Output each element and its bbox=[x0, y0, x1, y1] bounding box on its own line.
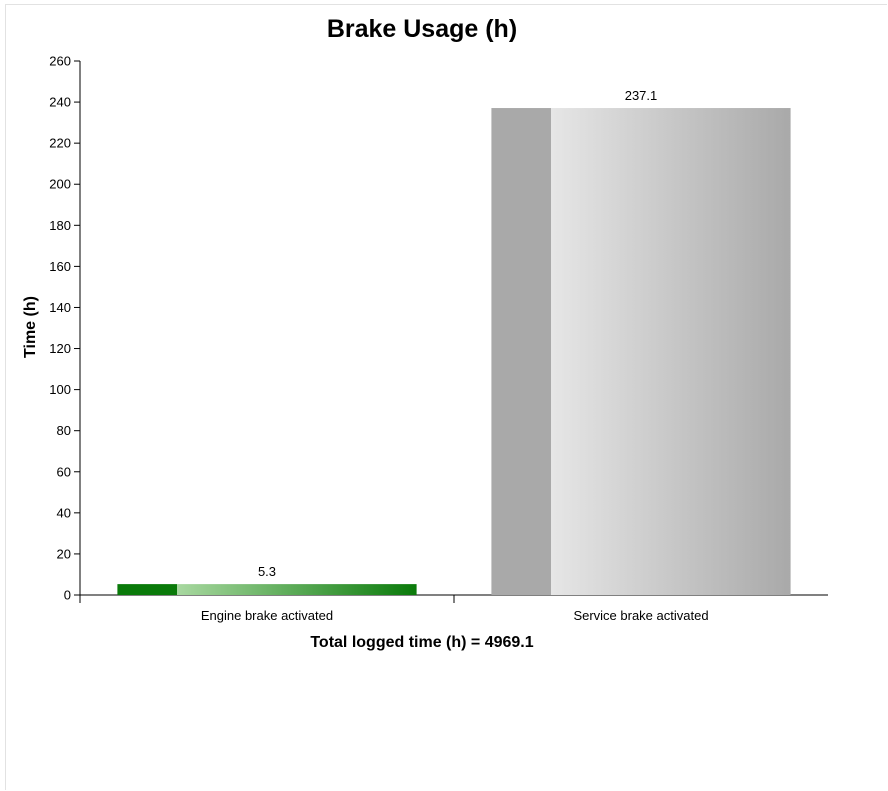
y-tick-label: 160 bbox=[49, 259, 71, 274]
data-label: 5.3 bbox=[258, 564, 276, 579]
y-tick-label: 200 bbox=[49, 177, 71, 192]
data-label: 237.1 bbox=[625, 88, 658, 103]
y-tick-label: 0 bbox=[64, 588, 71, 603]
y-axis-label: Time (h) bbox=[22, 296, 39, 358]
chart-title: Brake Usage (h) bbox=[327, 15, 517, 43]
y-tick-label: 180 bbox=[49, 218, 71, 233]
y-tick-label: 80 bbox=[57, 423, 71, 438]
y-tick-label: 140 bbox=[49, 300, 71, 315]
y-tick-label: 220 bbox=[49, 136, 71, 151]
y-axis: 0 20 40 60 80 100 120 140 160 180 200 220 240 260 bbox=[49, 54, 81, 603]
x-axis: Engine brake activated Service brake acti… bbox=[79, 594, 828, 623]
chart-frame bbox=[5, 4, 887, 790]
bar-service-brake bbox=[491, 108, 791, 595]
y-tick-label: 120 bbox=[49, 341, 71, 356]
x-tick-label: Service brake activated bbox=[573, 608, 708, 623]
y-tick-label: 40 bbox=[57, 505, 71, 520]
y-tick-label: 20 bbox=[57, 546, 71, 561]
bars: 5.3 237.1 bbox=[117, 88, 791, 595]
y-tick-label: 60 bbox=[57, 464, 71, 479]
x-axis-label: Total logged time (h) = 4969.1 bbox=[310, 634, 533, 651]
y-tick-label: 100 bbox=[49, 382, 71, 397]
x-tick-label: Engine brake activated bbox=[201, 608, 333, 623]
bar-engine-brake bbox=[117, 584, 417, 595]
y-tick-label: 240 bbox=[49, 95, 71, 110]
y-tick-label: 260 bbox=[49, 54, 71, 69]
